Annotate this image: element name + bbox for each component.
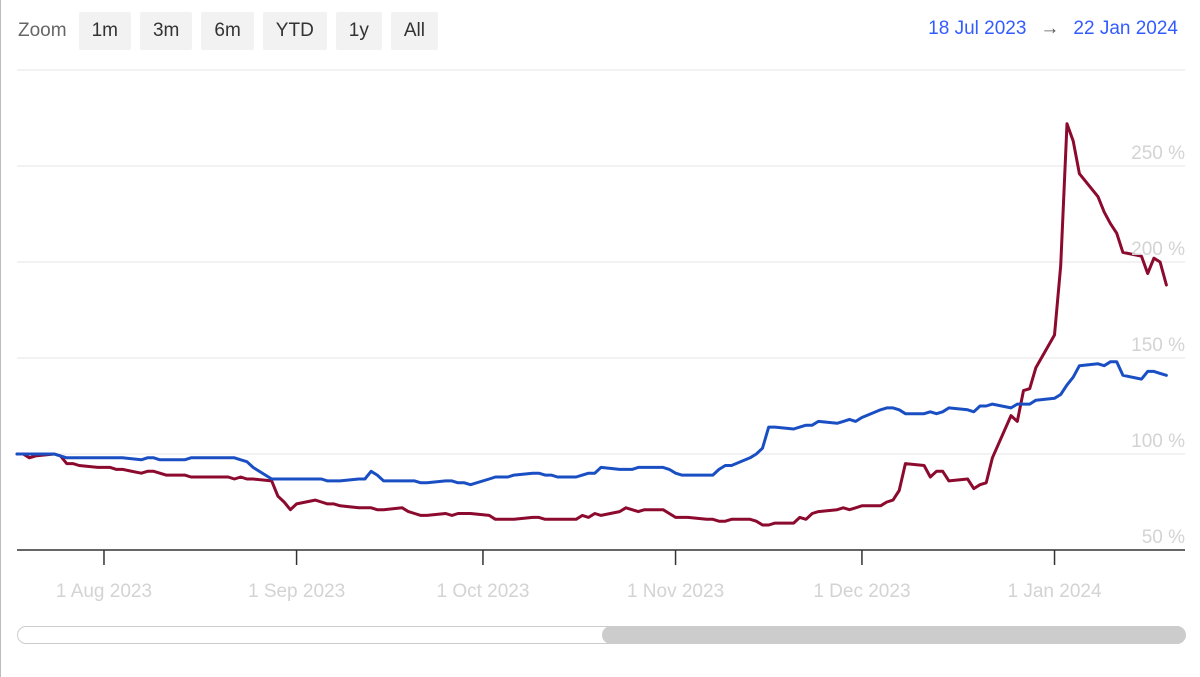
x-tick-label: 1 Oct 2023 — [436, 581, 529, 602]
navigator-scrollbar[interactable] — [17, 626, 1186, 644]
series-line-red — [15, 122, 1168, 527]
x-tick-label: 1 Dec 2023 — [813, 581, 910, 602]
range-to-date[interactable]: 22 Jan 2024 — [1073, 18, 1178, 39]
zoom-ytd-button[interactable]: YTD — [262, 12, 327, 50]
chart-frame-edge — [0, 0, 1, 677]
y-tick-label: 250 % — [1131, 143, 1185, 164]
y-tick-label: 150 % — [1131, 335, 1185, 356]
zoom-3m-button[interactable]: 3m — [139, 12, 193, 50]
x-tick-label: 1 Sep 2023 — [248, 581, 345, 602]
x-tick-label: 1 Nov 2023 — [627, 581, 724, 602]
zoom-1y-button[interactable]: 1y — [335, 12, 382, 50]
zoom-label: Zoom — [18, 20, 67, 41]
range-arrow-icon: → — [1040, 18, 1060, 39]
y-tick-label: 100 % — [1131, 431, 1185, 452]
range-from-date[interactable]: 18 Jul 2023 — [928, 18, 1027, 39]
zoom-controls: Zoom 1m 3m 6m YTD 1y All — [18, 12, 447, 50]
scrollbar-thumb[interactable] — [602, 626, 1186, 644]
y-tick-label: 200 % — [1131, 239, 1185, 260]
zoom-all-button[interactable]: All — [390, 12, 438, 50]
date-range: 18 Jul 2023 → 22 Jan 2024 — [928, 18, 1178, 40]
series-line-blue — [15, 360, 1168, 487]
y-tick-label: 50 % — [1142, 527, 1185, 548]
x-tick-label: 1 Aug 2023 — [56, 581, 152, 602]
x-tick-label: 1 Jan 2024 — [1008, 581, 1102, 602]
zoom-6m-button[interactable]: 6m — [201, 12, 254, 50]
zoom-1m-button[interactable]: 1m — [78, 12, 131, 50]
